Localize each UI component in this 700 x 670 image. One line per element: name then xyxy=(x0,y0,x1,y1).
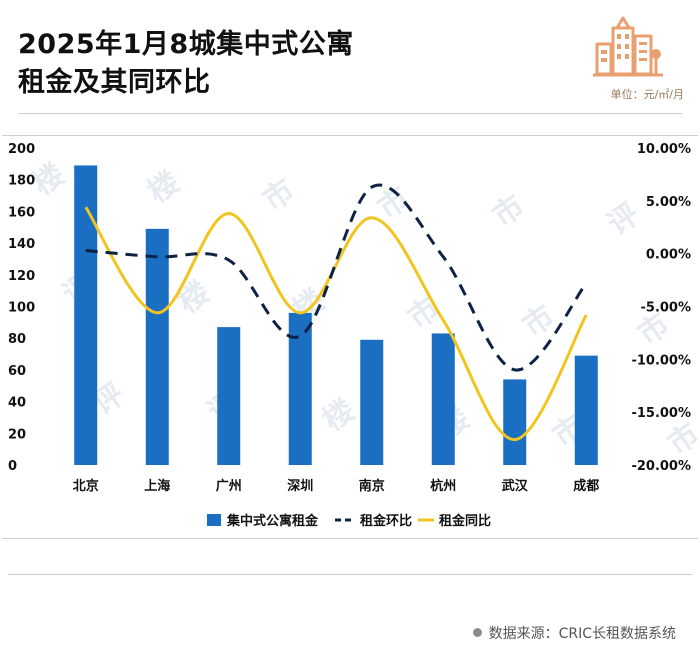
bar-0 xyxy=(74,165,98,465)
right-tick-label: -10.00% xyxy=(631,353,691,368)
right-tick-label: -5.00% xyxy=(641,301,692,316)
right-axis: -20.00% -15.00% -10.00% -5.00% 0.00% 5.00% 10.… xyxy=(631,142,691,474)
right-tick-label: -20.00% xyxy=(631,459,691,474)
bullet-icon xyxy=(472,628,482,637)
watermark-mark: 楼 xyxy=(172,275,217,321)
yoy-line xyxy=(84,206,588,442)
legend-label-yoy: 租金同比 xyxy=(439,513,491,529)
left-tick-label: 200 xyxy=(8,142,35,157)
bar-4 xyxy=(360,339,384,465)
left-tick-label: 100 xyxy=(8,301,35,316)
category-label: 北京 xyxy=(73,478,99,494)
chart-container: 楼楼市市市评评楼楼市市市评评楼楼市市 020406080100120140160… xyxy=(2,135,700,539)
watermark-mark: 评 xyxy=(602,197,647,243)
left-axis: 0 20 40 60 80 100 120 140 160 180 200 xyxy=(8,142,35,474)
category-axis: 北京 上海 广州 深圳 南京 杭州 武汉 成都 xyxy=(73,478,600,494)
right-tick-label: -15.00% xyxy=(631,406,691,421)
bar-1 xyxy=(145,228,169,465)
source-text: 数据来源：CRIC长租数据系统 xyxy=(488,626,676,642)
category-label: 南京 xyxy=(359,478,385,494)
legend: 集中式公寓租金 租金环比 租金同比 xyxy=(207,513,491,529)
legend-label-bar: 集中式公寓租金 xyxy=(226,513,319,529)
bar-5 xyxy=(431,333,455,465)
legend-label-mom: 租金环比 xyxy=(360,513,412,529)
title-line-1: 2025年1月8城集中式公寓 xyxy=(18,29,354,60)
bar-3 xyxy=(288,312,312,465)
combo-chart: 楼楼市市市评评楼楼市市市评评楼楼市市 020406080100120140160… xyxy=(8,142,700,529)
left-tick-label: 80 xyxy=(8,332,26,347)
line-series xyxy=(84,183,588,442)
left-tick-label: 40 xyxy=(8,396,26,411)
left-tick-label: 20 xyxy=(8,427,26,442)
unit-label: 单位：元/㎡/月 xyxy=(610,88,684,101)
watermark-mark: 市 xyxy=(662,417,698,463)
watermark-mark: 楼 xyxy=(317,393,362,439)
watermark-mark: 市 xyxy=(517,299,562,345)
watermark-mark: 楼 xyxy=(142,165,187,211)
left-tick-label: 120 xyxy=(8,269,35,284)
watermark-mark: 市 xyxy=(257,173,302,219)
category-label: 上海 xyxy=(144,478,170,494)
left-tick-label: 60 xyxy=(8,364,26,379)
left-tick-label: 140 xyxy=(8,237,35,252)
footer-divider xyxy=(8,574,692,575)
category-label: 广州 xyxy=(216,478,242,494)
data-source: 数据来源：CRIC长租数据系统 xyxy=(472,623,676,643)
left-tick-label: 180 xyxy=(8,174,35,189)
left-tick-label: 0 xyxy=(8,459,17,474)
category-label: 杭州 xyxy=(430,478,456,494)
bar-7 xyxy=(574,355,598,465)
bar-series xyxy=(74,165,598,465)
mom-line xyxy=(85,183,588,372)
page-title: 2025年1月8城集中式公寓 租金及其同环比 xyxy=(18,26,354,102)
header-divider xyxy=(18,113,682,114)
title-line-2: 租金及其同环比 xyxy=(18,67,211,98)
bar-2 xyxy=(217,327,241,465)
buildings-icon xyxy=(593,16,663,77)
bar-6 xyxy=(503,379,527,465)
left-tick-label: 160 xyxy=(8,205,35,220)
right-tick-label: 0.00% xyxy=(646,248,691,263)
right-tick-label: 10.00% xyxy=(637,142,691,157)
watermark-mark: 市 xyxy=(487,189,532,235)
category-label: 深圳 xyxy=(287,478,313,494)
legend-swatch-bar xyxy=(207,514,221,526)
category-label: 武汉 xyxy=(502,478,529,494)
category-label: 成都 xyxy=(573,478,599,494)
right-tick-label: 5.00% xyxy=(646,195,691,210)
